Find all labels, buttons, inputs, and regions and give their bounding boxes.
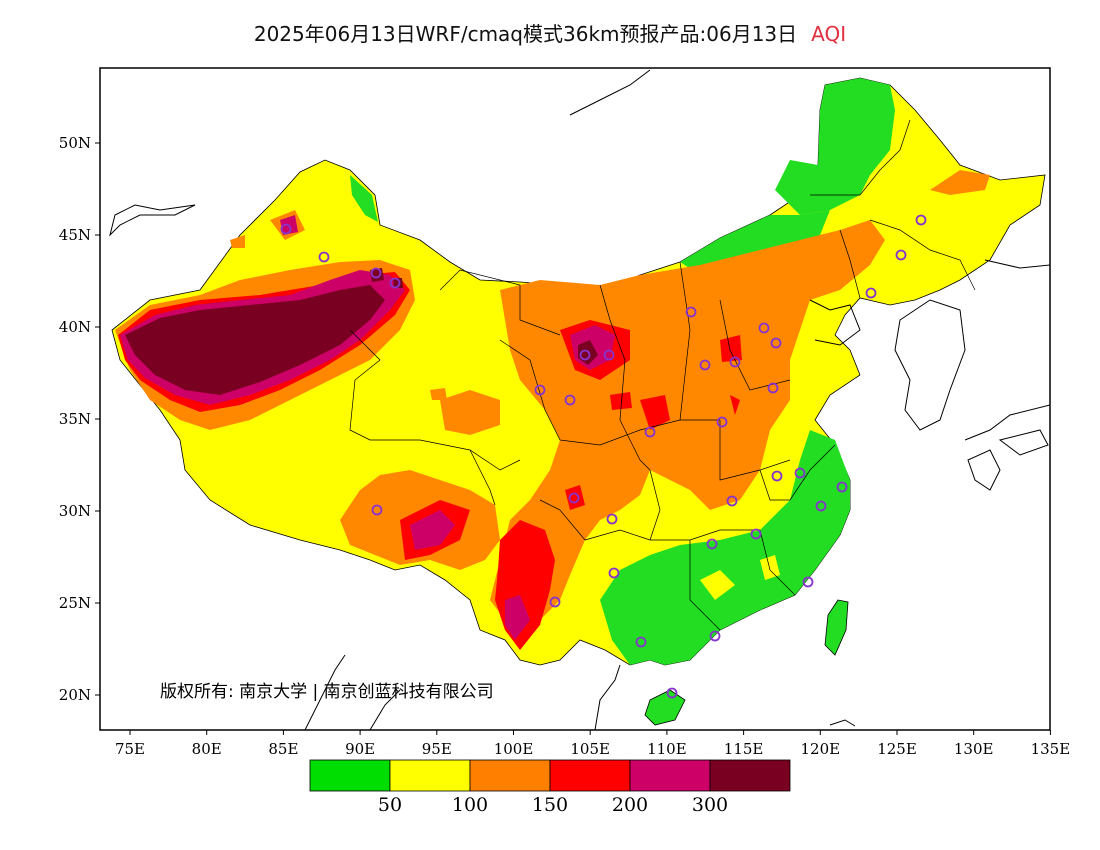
station-marker [767, 382, 779, 394]
legend-label: 300 [692, 794, 728, 816]
x-tick-label: 135E [1031, 740, 1071, 758]
region-hazardous [125, 268, 598, 395]
legend-label: 200 [612, 794, 648, 816]
station-marker [770, 337, 782, 349]
x-tick-label: 75E [115, 740, 145, 758]
copyright-text: 版权所有: 南京大学 | 南京创蓝科技有限公司 [160, 682, 494, 702]
y-tick-label: 35N [59, 410, 91, 428]
station-marker [706, 538, 718, 550]
sakhalin-coastline [569, 69, 1050, 269]
station-marker [758, 322, 770, 334]
region-good-xinjiang [350, 175, 378, 222]
x-tick-label: 85E [268, 740, 298, 758]
korea-coastline [894, 299, 966, 431]
y-axis: 50N 45N 40N 35N 30N 25N 20N [59, 134, 100, 704]
color-legend: 50 100 150 200 300 [309, 759, 791, 816]
station-marker [606, 513, 618, 525]
x-tick-label: 90E [345, 740, 375, 758]
taiwan [824, 599, 849, 656]
y-tick-label: 45N [59, 226, 91, 244]
y-tick-label: 40N [59, 318, 91, 336]
station-marker [750, 528, 762, 540]
station-marker [716, 416, 728, 428]
station-marker [666, 687, 678, 699]
station-marker [608, 567, 620, 579]
station-marker [534, 384, 546, 396]
title-variable: AQI [811, 22, 847, 46]
x-tick-label: 100E [494, 740, 534, 758]
legend-swatch [309, 759, 391, 792]
bohai-coastline [809, 299, 861, 346]
station-marker [709, 630, 721, 642]
legend-label: 150 [532, 794, 568, 816]
station-marker [318, 251, 330, 263]
station-marker [771, 470, 783, 482]
station-marker [729, 356, 741, 368]
station-markers [280, 214, 927, 699]
x-axis: 75E 80E 85E 90E 95E 100E 105E 110E 115E 120E 125E 1… [115, 730, 1070, 758]
station-marker [895, 249, 907, 261]
station-marker [564, 394, 576, 406]
region-good-south [600, 430, 850, 665]
y-tick-label: 30N [59, 502, 91, 520]
station-marker [865, 287, 877, 299]
indochina-coastline [304, 654, 621, 730]
station-marker [836, 481, 848, 493]
x-tick-label: 125E [877, 740, 917, 758]
kazakh-coastline [109, 204, 196, 237]
philippines-coastline [829, 719, 856, 727]
station-marker [802, 576, 814, 588]
x-tick-label: 115E [724, 740, 764, 758]
x-tick-label: 110E [647, 740, 687, 758]
station-marker [726, 495, 738, 507]
x-tick-label: 95E [422, 740, 452, 758]
station-marker [568, 492, 580, 504]
station-marker [579, 349, 591, 361]
station-marker [699, 359, 711, 371]
x-tick-label: 105E [570, 740, 610, 758]
station-marker [644, 426, 656, 438]
legend-swatch [549, 759, 631, 792]
station-marker [389, 277, 401, 289]
legend-swatch [709, 759, 791, 792]
region-usg-northeast [930, 170, 990, 195]
station-marker [603, 349, 615, 361]
x-tick-label: 130E [954, 740, 994, 758]
legend-swatch [469, 759, 551, 792]
station-marker [685, 306, 697, 318]
station-marker [371, 504, 383, 516]
japan-coastline [964, 404, 1050, 491]
region-usg-qinghai [440, 390, 500, 435]
station-marker [635, 636, 647, 648]
station-marker [794, 467, 806, 479]
hainan [644, 689, 686, 726]
legend-swatch [629, 759, 711, 792]
station-marker [370, 267, 382, 279]
title-main: 2025年06月13日WRF/cmaq模式36km预报产品:06月13日 [253, 22, 798, 46]
region-good-northeast [775, 78, 895, 215]
y-tick-label: 20N [59, 686, 91, 704]
y-tick-label: 50N [59, 134, 91, 152]
x-tick-label: 120E [801, 740, 841, 758]
station-marker [915, 214, 927, 226]
x-tick-label: 80E [192, 740, 222, 758]
legend-swatch [389, 759, 471, 792]
legend-label: 100 [452, 794, 488, 816]
region-moderate-south-patch [700, 555, 780, 600]
station-marker [549, 596, 561, 608]
map-content [109, 69, 1050, 730]
station-marker [280, 223, 292, 235]
map-title: 2025年06月13日WRF/cmaq模式36km预报产品:06月13日 AQI [0, 18, 1100, 47]
legend-label: 50 [378, 794, 402, 816]
y-tick-label: 25N [59, 594, 91, 612]
region-good-north [680, 210, 830, 275]
province-boundaries [349, 119, 976, 631]
station-marker [815, 500, 827, 512]
